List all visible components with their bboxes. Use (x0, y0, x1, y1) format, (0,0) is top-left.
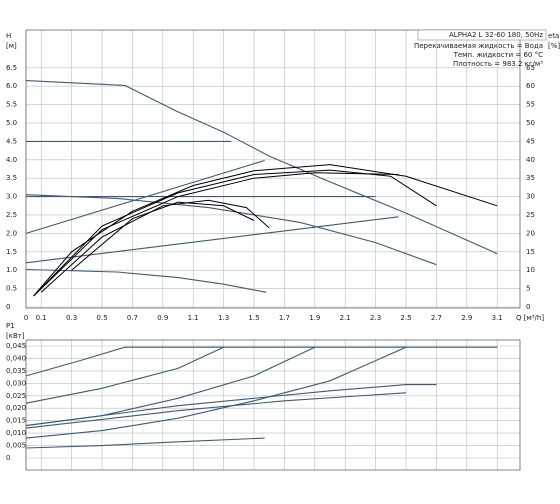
y2-tick-label: 5 (526, 285, 530, 293)
x-tick-label: 0.1 (36, 314, 47, 322)
x-tick-label: 3.1 (492, 314, 503, 322)
y-tick-label: 0,045 (6, 342, 26, 350)
y2-tick-label: 35 (526, 174, 535, 182)
x-tick-label: 1.9 (309, 314, 320, 322)
y2-label: eta (548, 32, 559, 40)
y-tick-label: 0,025 (6, 392, 26, 400)
x-tick-label: 0.3 (66, 314, 77, 322)
x-tick-label: 0 (24, 314, 28, 322)
x-tick-label: 2.7 (431, 314, 442, 322)
y-tick-label: 0.5 (6, 285, 17, 293)
curve (25, 216, 399, 264)
y2-tick-label: 30 (526, 193, 535, 201)
note-box (417, 29, 547, 41)
y2-tick-label: 45 (526, 137, 535, 145)
x-tick-label: 0.9 (157, 314, 168, 322)
curve (25, 346, 224, 404)
y-tick-label: 0,005 (6, 442, 26, 450)
y-tick-label: 1.5 (6, 248, 17, 256)
y-tick-label: 5.5 (6, 101, 17, 109)
y-tick-label: 5.0 (6, 119, 17, 127)
curve (33, 169, 437, 297)
x-tick-label: 2.5 (400, 314, 411, 322)
y-tick-label: 0,010 (6, 429, 26, 437)
x-tick-label: 1.7 (279, 314, 290, 322)
curve (25, 194, 437, 266)
x-tick-label: 2.3 (370, 314, 381, 322)
y-tick-label: 4.5 (6, 137, 17, 145)
y-tick-label: 0,035 (6, 367, 26, 375)
y-tick-label: 2.5 (6, 211, 17, 219)
x-tick-label: 1.3 (218, 314, 229, 322)
y-tick-label: 0 (6, 454, 10, 462)
y2-tick-label: 50 (526, 119, 535, 127)
y2-tick-label: 55 (526, 101, 535, 109)
x-tick-label: 0.5 (96, 314, 107, 322)
x-tick-label: 2.9 (461, 314, 472, 322)
y2-tick-label: 15 (526, 248, 535, 256)
x-tick-label: 1.1 (188, 314, 199, 322)
y-tick-label: 2.0 (6, 229, 17, 237)
x-tick-label: 1.5 (248, 314, 259, 322)
y2-tick-label: 10 (526, 266, 535, 274)
y-tick-label: 0,015 (6, 417, 26, 425)
curve (25, 346, 498, 377)
plot-frame (25, 29, 521, 309)
y-unit: [м] (6, 42, 17, 50)
x-tick-label: 2.1 (340, 314, 351, 322)
x-tick-label: 0.7 (127, 314, 138, 322)
y-tick-label: 0 (6, 303, 10, 311)
y-tick-label: 3.0 (6, 193, 17, 201)
curve (25, 268, 267, 293)
y-tick-label: 6.5 (6, 64, 17, 72)
y2-tick-label: 40 (526, 156, 535, 164)
grid (25, 30, 520, 470)
y-tick-label: 0,040 (6, 354, 26, 362)
y-tick-label: 6.0 (6, 82, 17, 90)
y2-tick-label: 0 (526, 303, 530, 311)
y2-tick-label: 60 (526, 82, 535, 90)
y2-tick-label: 25 (526, 211, 535, 219)
note: Темп. жидкости = 60 °C (453, 51, 544, 59)
x-label: Q [м³/h] (516, 314, 544, 322)
y-label: P1 (6, 322, 15, 330)
y-tick-label: 4.0 (6, 156, 17, 164)
curve (33, 164, 498, 297)
note: Перекачиваемая жидкость = Вода (414, 42, 543, 50)
y2-tick-label: 65 (526, 64, 535, 72)
curve (25, 80, 498, 255)
curve (33, 172, 399, 297)
y-tick-label: 1.0 (6, 266, 17, 274)
curve (25, 392, 407, 429)
y-tick-label: 0,030 (6, 379, 26, 387)
y-tick-label: 3.5 (6, 174, 17, 182)
curve (25, 437, 265, 449)
curve (25, 346, 316, 427)
curve (25, 346, 407, 439)
y2-tick-label: 20 (526, 229, 535, 237)
plot-frame (25, 339, 521, 471)
y-unit: [кВт] (6, 332, 25, 340)
note: ALPHA2 L 32-60 180, 50Hz (449, 31, 543, 39)
y-tick-label: 0,020 (6, 404, 26, 412)
curve (25, 384, 437, 427)
y-label: H (6, 32, 11, 40)
note: Плотность = 983.2 кг/м³ (453, 60, 543, 68)
y2-unit: [%] (548, 42, 560, 50)
curve (71, 201, 255, 271)
